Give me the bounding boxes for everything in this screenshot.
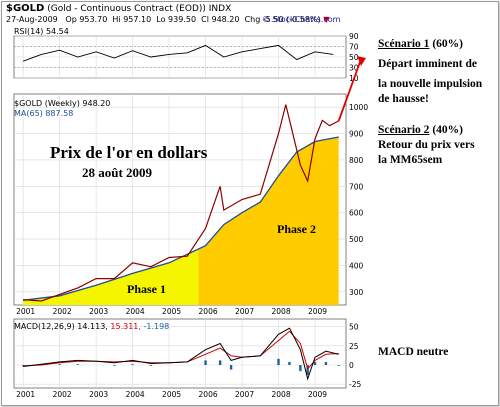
macd-histogram-bar xyxy=(277,358,280,365)
macd-label-c: , -1.198 xyxy=(138,322,170,331)
macd-xtick-label: 2007 xyxy=(235,390,254,399)
phase-fill-2 xyxy=(198,137,339,305)
scenario1-line2: la nouvelle impulsion xyxy=(378,78,483,90)
price-xtick-label: 2002 xyxy=(53,307,72,316)
macd-histogram-bar xyxy=(324,361,328,365)
macd-histogram-bar xyxy=(218,360,222,365)
price-label-text: $GOLD (Weekly) 948.20 xyxy=(14,99,111,108)
price-ytick-label: 300 xyxy=(349,288,364,297)
macd-histogram-bar xyxy=(306,365,309,375)
macd-ytick-label: 25 xyxy=(349,342,359,351)
rsi-ytick-label: 50 xyxy=(349,53,359,62)
phase2-label: Phase 2 xyxy=(277,222,316,236)
quote-close: Cl 948.20 xyxy=(201,15,240,24)
symbol: $GOLD xyxy=(6,3,45,14)
macd-xtick-label: 2009 xyxy=(308,390,327,399)
macd-ytick-label: 50 xyxy=(349,323,359,332)
macd-xtick-label: 2001 xyxy=(16,390,35,399)
macd-histogram-bar xyxy=(337,365,340,366)
ma-label: MA(65) 887.58 xyxy=(14,109,73,118)
price-xtick-label: 2001 xyxy=(16,307,35,316)
macd-xtick-label: 2002 xyxy=(53,390,72,399)
chart-title: Prix de l'or en dollars xyxy=(50,143,208,162)
scenario2-line1: Retour du prix vers xyxy=(378,139,475,151)
macd-line xyxy=(23,327,339,381)
quote-low: Lo 939.50 xyxy=(156,15,197,24)
quote-change: Chg -5.50 (-0.58%) xyxy=(244,15,321,24)
rsi-ytick-label: 70 xyxy=(349,43,359,52)
scenario2-pct: (40%) xyxy=(429,124,463,136)
macd-histogram-bar xyxy=(113,365,116,366)
macd-label: MACD(12,26,9) 14.113, 15.311, -1.198 xyxy=(14,322,169,331)
macd-ytick-label: -25 xyxy=(349,380,361,389)
stockcharts-watermark: © StockCharts.com xyxy=(262,15,341,24)
chart-subtitle: 28 août 2009 xyxy=(82,165,153,180)
quote-date: 27-Aug-2009 xyxy=(6,15,58,24)
scenario1-title: Scénario 1 (60%) xyxy=(378,38,463,50)
ma-label-text: MA(65) 887.58 xyxy=(14,109,74,118)
macd-label-a: MACD(12,26,9) 14.113, xyxy=(14,322,111,331)
rsi-label-text: RSI(14) 54.54 xyxy=(14,27,69,36)
price-ytick-label: 500 xyxy=(349,235,364,244)
quote-open: Op 953.70 xyxy=(65,15,108,24)
rsi-line xyxy=(22,44,334,62)
price-xtick-label: 2004 xyxy=(126,307,145,316)
scenario2-title-text: Scénario 2 xyxy=(378,124,430,136)
phase1-label: Phase 1 xyxy=(127,282,166,296)
rsi-ytick-label: 30 xyxy=(349,64,359,73)
macd-histogram-bar xyxy=(131,364,134,365)
chart-header-quote: 27-Aug-2009 Op 953.70 Hi 957.10 Lo 939.5… xyxy=(6,15,329,24)
symbol-name: (Gold - Continuous Contract (EOD)) INDX xyxy=(47,4,232,14)
scenario2-line2: la MM65sem xyxy=(378,154,443,166)
scenario1-arrow xyxy=(337,61,361,122)
scenario1-line3: de hausse! xyxy=(378,93,429,105)
macd-xtick-label: 2004 xyxy=(126,390,145,399)
price-ytick-label: 1000 xyxy=(349,103,368,112)
down-arrow-icon: ▼ xyxy=(323,15,330,24)
macd-histogram-bar xyxy=(76,364,80,365)
quote-high: Hi 957.10 xyxy=(112,15,152,24)
macd-xtick-label: 2005 xyxy=(162,390,181,399)
scenario2-title: Scénario 2 (40%) xyxy=(378,124,463,136)
price-xtick-label: 2007 xyxy=(235,307,254,316)
price-ytick-label: 800 xyxy=(349,156,364,165)
price-ytick-label: 600 xyxy=(349,209,364,218)
rsi-ytick-label: 90 xyxy=(349,32,359,41)
macd-note: MACD neutre xyxy=(378,346,449,358)
phase-fill-1 xyxy=(23,249,199,305)
macd-histogram-bar xyxy=(204,360,207,365)
scenario1-arrowhead xyxy=(357,56,366,66)
scenario1-block: Scénario 1 (60%) Départ imminent de la n… xyxy=(378,37,482,107)
macd-ytick-label: 0 xyxy=(349,361,354,370)
price-label: $GOLD (Weekly) 948.20 xyxy=(14,99,110,108)
price-ytick-label: 400 xyxy=(349,261,364,270)
scenario2-block: Scénario 2 (40%) Retour du prix vers la … xyxy=(378,123,475,168)
price-xtick-label: 2003 xyxy=(89,307,108,316)
macd-xtick-label: 2008 xyxy=(272,390,291,399)
macd-histogram-bar xyxy=(58,364,61,365)
macd-histogram-bar xyxy=(229,365,233,370)
chart-header-symbol: $GOLD (Gold - Continuous Contract (EOD))… xyxy=(6,3,231,14)
price-ytick-label: 900 xyxy=(349,130,364,139)
price-xtick-label: 2006 xyxy=(199,307,218,316)
macd-xtick-label: 2003 xyxy=(89,390,108,399)
scenario1-line1: Départ imminent de xyxy=(378,58,478,70)
macd-label-b: 15.311 xyxy=(110,322,139,331)
macd-xtick-label: 2006 xyxy=(199,390,218,399)
price-xtick-label: 2009 xyxy=(308,307,327,316)
macd-histogram-bar xyxy=(313,361,317,365)
macd-histogram-bar xyxy=(149,365,153,366)
price-xtick-label: 2005 xyxy=(162,307,181,316)
macd-histogram-bar xyxy=(288,361,291,365)
price-line xyxy=(23,104,339,302)
scenario1-pct: (60%) xyxy=(429,38,463,50)
scenario1-title-text: Scénario 1 xyxy=(378,38,430,50)
macd-histogram-bar xyxy=(299,365,302,372)
rsi-label: RSI(14) 54.54 xyxy=(14,27,69,36)
price-ytick-label: 700 xyxy=(349,182,364,191)
price-xtick-label: 2008 xyxy=(272,307,291,316)
